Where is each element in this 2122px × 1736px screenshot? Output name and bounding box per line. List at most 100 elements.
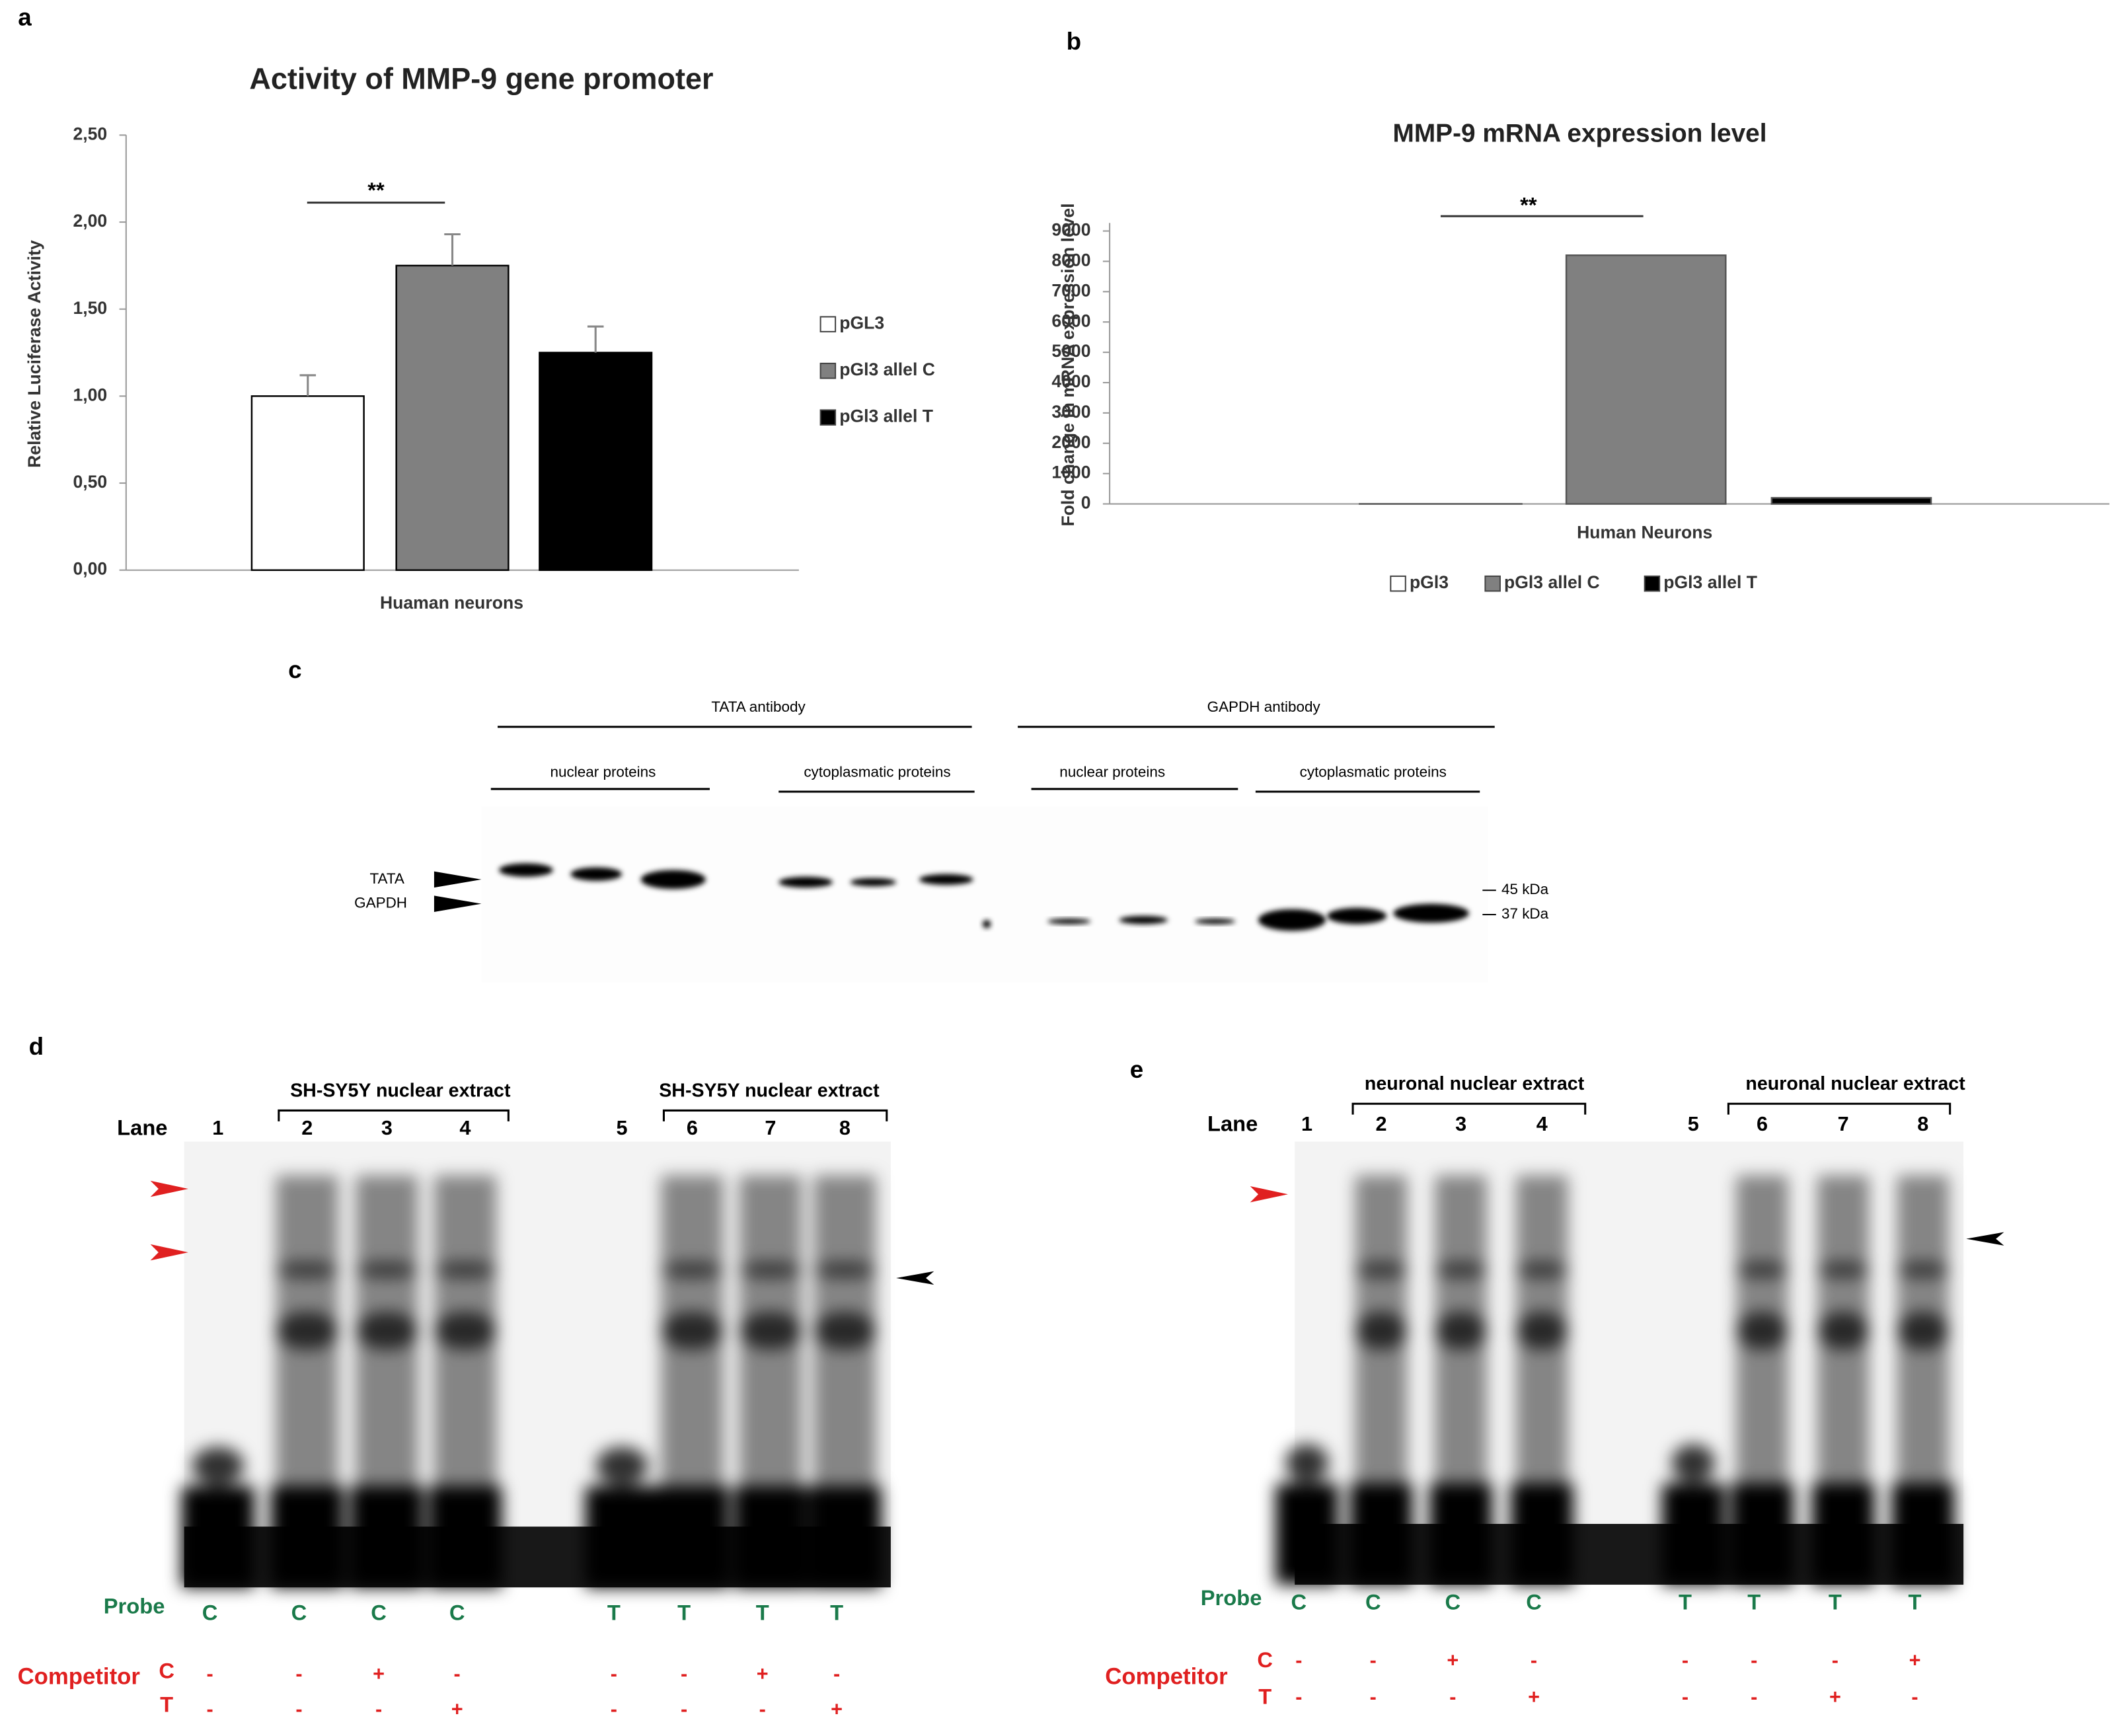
legend-swatch [1484,575,1501,592]
legend-label: pGl3 allel C [1504,572,1600,592]
competitor-mark: + [1447,1649,1459,1672]
gel-band [434,1312,497,1350]
gel-band [192,1447,245,1485]
gel-band [814,1262,876,1278]
error-bar [444,233,461,266]
antibody-label: TATA antibody [711,698,806,715]
blot-band [778,876,833,888]
lane-title: Lane [1207,1112,1258,1136]
competitor-mark: + [1829,1686,1841,1708]
legend-swatch [819,362,837,379]
competitor-mark: - [295,1698,302,1720]
legend-label: pGl3 allel T [839,406,933,426]
competitor-mark: + [1528,1686,1540,1708]
bar [250,395,365,571]
probe-label: C [1526,1589,1542,1614]
lane-number: 8 [839,1117,851,1139]
y-tick-label: 6000 [1051,311,1090,330]
gel-bottom [184,1527,891,1588]
legend-swatch [819,316,837,332]
lane-number: 3 [381,1117,393,1139]
competitor-title: Competitor [18,1664,140,1689]
blot-background [481,806,1488,983]
competitor-row-label: T [160,1692,173,1717]
competitor-mark: - [1751,1686,1757,1708]
y-tick-label: 7000 [1051,280,1090,300]
lane-number: 5 [617,1117,628,1139]
competitor-mark: - [759,1698,766,1720]
red-arrowhead [150,1244,188,1261]
bracket [1727,1102,1951,1115]
fraction-label: nuclear proteins [1059,763,1165,780]
bar [1565,254,1727,505]
competitor-mark: - [1751,1649,1757,1672]
panel-label: e [1130,1056,1143,1083]
competitor-mark: - [1682,1649,1688,1672]
probe-label: C [291,1601,307,1625]
lane-title: Lane [117,1115,167,1140]
legend-label: pGL3 [839,313,884,333]
band-label: GAPDH [354,895,407,911]
competitor-mark: - [1911,1686,1918,1708]
competitor-mark: - [206,1663,213,1685]
gel-band [1897,1312,1950,1350]
competitor-mark: - [681,1663,687,1685]
y-tick-label: 4000 [1051,371,1090,391]
bar [1770,497,1932,505]
probe-label: T [1747,1589,1761,1614]
gel-bands [181,1175,882,1588]
fraction-label: cytoplasmatic proteins [1300,763,1447,780]
blot-band [640,870,706,889]
gel-band [1515,1262,1568,1278]
competitor-mark: - [454,1663,461,1685]
competitor-mark: - [1295,1649,1302,1672]
blot-band [499,863,553,877]
blot-band [1047,919,1091,925]
marker-label: 45 kDa [1501,881,1549,897]
y-tick-label: 0,00 [73,559,107,579]
blot-band [1194,919,1236,925]
significance-label: ** [367,178,385,202]
competitor-mark: - [375,1698,382,1720]
competitor-mark: - [1832,1649,1838,1672]
blot-band [982,920,991,928]
lane-number: 5 [1688,1113,1699,1135]
panel-label: a [18,3,32,30]
bracket [662,1109,888,1121]
gel-band [1897,1262,1950,1278]
gel-band [1435,1312,1487,1350]
competitor-title: Competitor [1105,1664,1227,1689]
blot-band [1258,909,1326,931]
gel-band [1817,1312,1870,1350]
competitor-row-label: C [1257,1647,1273,1672]
competitor-mark: - [1449,1686,1456,1708]
legend-label: pGl3 allel C [839,359,935,379]
y-tick-label: 3000 [1051,402,1090,422]
bar [395,264,510,571]
competitor-mark: - [611,1698,617,1720]
black-arrowhead [1966,1232,2004,1246]
layout-shapes [150,726,2004,1285]
significance-label: ** [1520,192,1537,217]
competitor-mark: - [1295,1686,1302,1708]
lane-number: 7 [765,1117,776,1139]
y-tick-label: 0,50 [73,472,107,492]
lane-number: 2 [1375,1113,1386,1135]
gel-band [739,1262,802,1278]
gel-band [1736,1262,1788,1278]
legend-swatch [1644,575,1661,592]
band-arrow [434,895,482,912]
lane-number: 3 [1455,1113,1466,1135]
panel-label: b [1067,28,1081,55]
extract-label: SH-SY5Y nuclear extract [659,1080,880,1101]
gel-band [595,1447,648,1485]
y-tick-label: 1,50 [73,298,107,318]
gel-band [1515,1312,1568,1350]
gel-bottom [1295,1524,1964,1585]
competitor-mark: - [206,1698,213,1720]
blot-band [570,867,623,881]
extract-label: neuronal nuclear extract [1365,1073,1585,1094]
competitor-mark: - [833,1663,840,1685]
gel-band [356,1262,418,1278]
